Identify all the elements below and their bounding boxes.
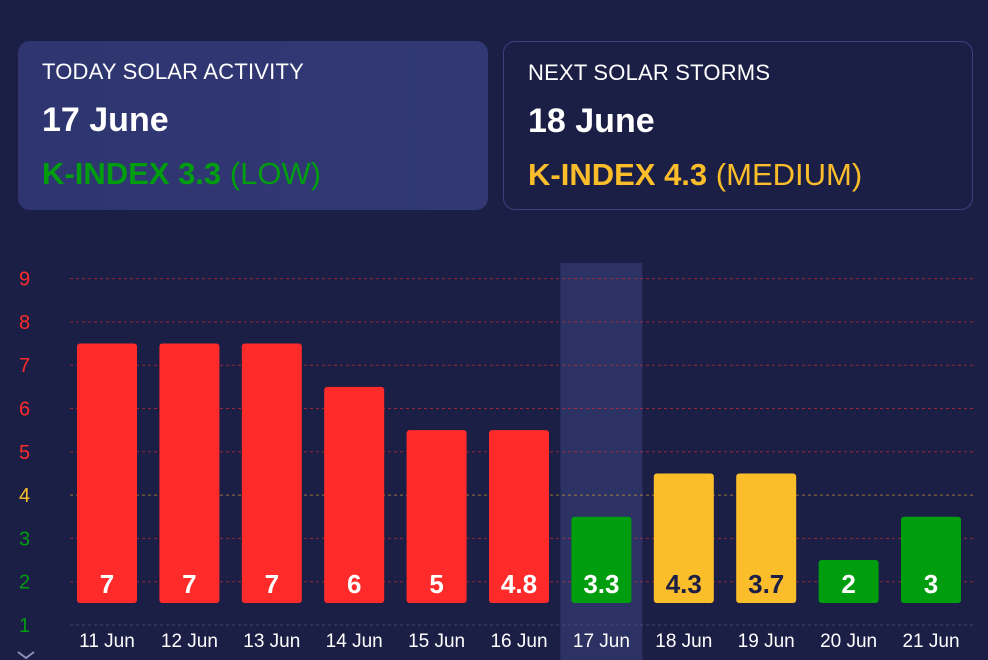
bar-18-jun: [653, 473, 714, 603]
bar-13-jun: [241, 343, 302, 603]
bar-12-jun: [159, 343, 220, 603]
bar-15-jun: [406, 430, 467, 603]
bar-value-label: 3.7: [748, 569, 784, 599]
bar-value-label: 4.3: [666, 569, 702, 599]
bar-11-jun: [77, 343, 137, 603]
x-tick-label: 21 Jun: [902, 631, 959, 652]
y-tick-label: 5: [19, 442, 30, 464]
x-tick-label: 19 Jun: [738, 631, 795, 652]
next-card-title: NEXT SOLAR STORMS: [528, 60, 771, 85]
next-storms-card: NEXT SOLAR STORMS 18 June K-INDEX 4.3 (M…: [503, 41, 973, 210]
today-date: 17 June: [42, 101, 169, 139]
bar-14-jun: [324, 386, 385, 603]
bar-value-label: 3: [924, 569, 938, 599]
next-date: 18 June: [528, 102, 655, 140]
bar-value-label: 7: [265, 569, 279, 599]
x-tick-label: 13 Jun: [243, 631, 300, 652]
x-tick-label: 12 Jun: [161, 631, 218, 652]
y-tick-label: 1: [19, 615, 30, 637]
y-tick-label: 3: [19, 528, 30, 550]
x-tick-label: 15 Jun: [408, 631, 465, 652]
next-kindex: K-INDEX 4.3 (MEDIUM): [528, 157, 862, 193]
y-tick-label: 2: [19, 572, 30, 594]
x-tick-label: 14 Jun: [326, 631, 383, 652]
today-activity-card: TODAY SOLAR ACTIVITY 17 June K-INDEX 3.3…: [18, 41, 488, 210]
x-tick-label: 20 Jun: [820, 631, 877, 652]
y-tick-label: 7: [19, 355, 30, 377]
y-tick-label: 8: [19, 312, 30, 334]
bar-value-label: 5: [429, 569, 443, 599]
bar-16-jun: [489, 430, 549, 603]
next-kindex-value: K-INDEX 4.3: [528, 157, 708, 192]
y-tick-label: 6: [19, 399, 30, 421]
bar-value-label: 6: [347, 569, 361, 599]
bar-value-label: 4.8: [501, 569, 537, 599]
y-tick-label: 4: [19, 485, 30, 507]
next-kindex-level: (MEDIUM): [715, 157, 863, 192]
today-kindex-level: (LOW): [229, 156, 322, 191]
x-tick-label: 16 Jun: [490, 631, 547, 652]
bar-19-jun: [736, 473, 797, 603]
bar-20-jun: [818, 560, 879, 603]
today-card-title: TODAY SOLAR ACTIVITY: [42, 59, 304, 84]
today-kindex-value: K-INDEX 3.3: [42, 156, 222, 191]
bar-17-jun: [571, 516, 632, 603]
bar-value-label: 3.3: [583, 569, 619, 599]
x-tick-label: 18 Jun: [655, 631, 712, 652]
today-kindex: K-INDEX 3.3 (LOW): [42, 156, 321, 192]
x-tick-label: 11 Jun: [79, 631, 135, 652]
x-tick-label: 17 Jun: [573, 631, 630, 652]
bar-value-label: 2: [841, 569, 855, 599]
bar-value-label: 7: [182, 569, 196, 599]
bar-21-jun: [901, 516, 961, 603]
bar-value-label: 7: [100, 569, 114, 599]
y-tick-label: 9: [19, 269, 30, 291]
